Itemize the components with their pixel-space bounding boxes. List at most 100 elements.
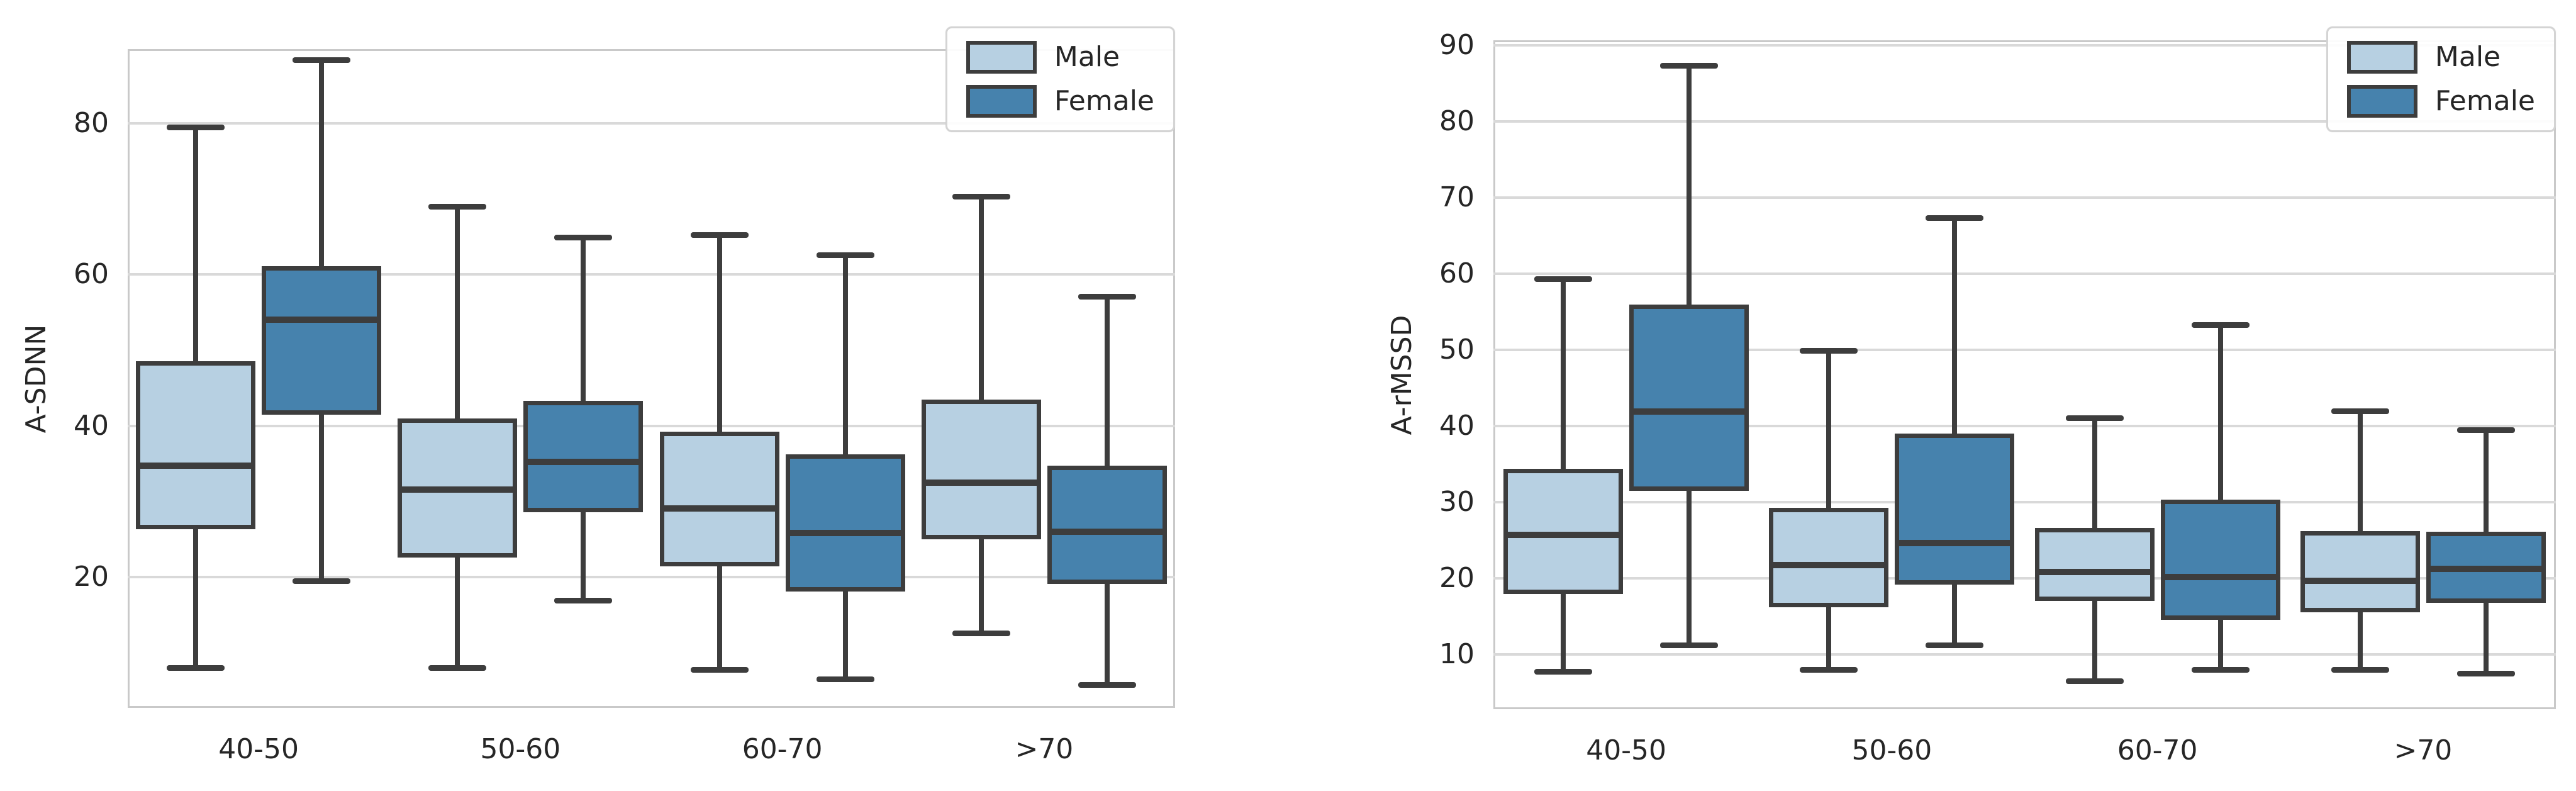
legend-label-female: Female [2434,85,2535,117]
whisker-cap-low-male-60-70 [690,666,749,673]
whisker-cap-high-female-60-70 [2191,322,2250,328]
ytick-label-30: 30 [1439,486,1475,519]
whisker-female-gt70 [2483,430,2489,674]
whisker-male-60-70 [2092,417,2097,682]
whisker-male-gt70 [978,196,984,633]
gridline-y-40 [1493,425,2556,428]
whisker-cap-high-female-50-60 [1926,215,1984,221]
whisker-cap-low-female-gt70 [2456,671,2515,677]
box-male-40-50 [136,361,256,530]
y-axis-label: A-SDNN [20,324,52,433]
median-male-60-70 [659,505,779,512]
box-male-gt70 [2300,531,2420,613]
whisker-male-60-70 [716,234,722,670]
legend: Male Female [2326,26,2556,132]
gridline-y-10 [1493,653,2556,656]
whisker-cap-high-male-gt70 [2331,408,2389,414]
xtick-label-50-60: 50-60 [480,733,561,765]
legend-swatch-male [966,41,1037,74]
box-male-60-70 [2034,528,2155,602]
whisker-cap-high-male-60-70 [690,232,749,238]
xtick-label-40-50: 40-50 [1586,734,1667,766]
box-female-60-70 [2160,500,2280,620]
ytick-label-60: 60 [74,258,109,291]
whisker-female-60-70 [842,254,848,680]
whisker-female-50-60 [581,237,586,601]
whisker-female-60-70 [2217,325,2223,670]
whisker-cap-low-male-40-50 [167,665,225,671]
ytick-label-50: 50 [1439,334,1475,366]
median-female-50-60 [1895,540,2015,547]
median-male-50-60 [1769,562,1889,569]
box-female-40-50 [1629,304,1749,491]
whisker-cap-low-female-gt70 [1078,682,1136,688]
whisker-cap-high-male-40-50 [1534,276,1593,282]
whisker-male-50-60 [1826,351,1832,670]
box-female-50-60 [1895,434,2015,585]
whisker-cap-high-female-gt70 [2456,427,2515,434]
ytick-label-40: 40 [1439,410,1475,442]
box-male-60-70 [659,432,779,567]
legend-label-male: Male [2434,41,2501,73]
ytick-label-10: 10 [1439,637,1475,670]
whisker-female-40-50 [1687,65,1692,646]
ytick-label-80: 80 [74,106,109,139]
whisker-cap-high-female-40-50 [293,57,351,63]
plot-area [128,49,1175,708]
whisker-male-gt70 [2357,410,2363,670]
ytick-label-70: 70 [1439,181,1475,214]
whisker-cap-high-male-40-50 [167,124,225,130]
gridline-y-60 [1493,272,2556,276]
box-male-40-50 [1503,468,1624,595]
ytick-label-40: 40 [74,409,109,442]
legend-swatch-female [966,85,1037,118]
gridline-y-20 [1493,576,2556,580]
whisker-cap-low-female-40-50 [293,578,351,585]
ytick-label-60: 60 [1439,257,1475,290]
box-male-50-60 [1769,507,1889,607]
whisker-male-40-50 [193,126,199,668]
median-female-gt70 [1047,528,1167,535]
box-male-gt70 [921,399,1041,539]
y-axis-label: A-rMSSD [1386,315,1418,435]
whisker-cap-low-male-40-50 [1534,668,1593,675]
whisker-cap-low-male-gt70 [2331,667,2389,673]
whisker-male-50-60 [455,206,460,668]
whisker-cap-low-male-gt70 [952,630,1010,636]
gridline-y-70 [1493,196,2556,199]
xtick-label-gt70: >70 [2394,734,2453,766]
median-male-60-70 [2034,569,2155,576]
whisker-female-50-60 [1952,217,1958,646]
whisker-cap-high-male-gt70 [952,194,1010,200]
legend-label-female: Female [1054,85,1154,117]
box-female-60-70 [785,454,905,592]
whisker-cap-low-female-60-70 [2191,667,2250,673]
xtick-label-60-70: 60-70 [742,733,823,765]
legend-label-male: Male [1054,41,1120,73]
whisker-cap-low-female-50-60 [1926,642,1984,649]
whisker-cap-high-female-60-70 [816,252,874,258]
median-female-40-50 [262,317,382,323]
box-female-gt70 [1047,466,1167,584]
gridline-y-60 [128,273,1175,276]
median-female-50-60 [523,459,644,466]
whisker-cap-high-male-50-60 [1800,348,1858,354]
box-male-50-60 [398,418,518,558]
ytick-label-20: 20 [1439,561,1475,594]
median-male-40-50 [136,463,256,469]
ytick-label-80: 80 [1439,105,1475,138]
legend-item-male: Male [966,41,1154,74]
median-male-gt70 [2300,577,2420,584]
legend-swatch-male [2346,41,2417,74]
gridline-y-30 [1493,501,2556,504]
xtick-label-50-60: 50-60 [1851,734,1932,766]
legend-swatch-female [2346,85,2417,118]
whisker-cap-low-male-50-60 [428,665,487,671]
box-female-gt70 [2426,532,2546,603]
whisker-cap-low-male-50-60 [1800,667,1858,673]
box-female-50-60 [523,400,644,512]
gridline-y-20 [128,576,1175,579]
whisker-cap-high-male-50-60 [428,204,487,210]
ytick-label-90: 90 [1439,29,1475,62]
